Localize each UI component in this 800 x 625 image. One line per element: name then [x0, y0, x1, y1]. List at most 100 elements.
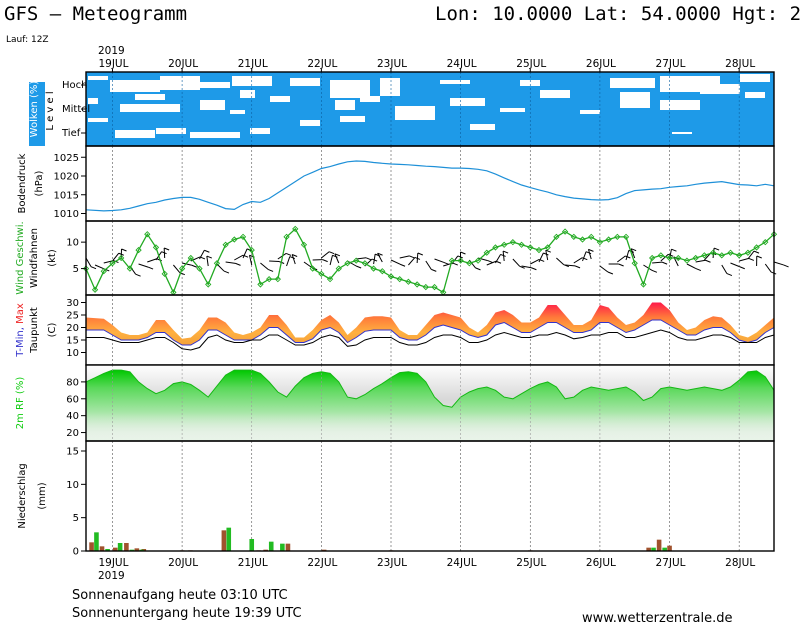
wind-point [205, 281, 212, 288]
y-tick-label: 15 [66, 336, 79, 347]
wind-barb-flag [756, 255, 762, 259]
precip-bar [117, 543, 123, 551]
wind-point [483, 249, 490, 256]
clear-sky-patch [520, 80, 540, 86]
humidity-area [86, 370, 774, 441]
wind-barb-flag [713, 247, 720, 251]
precip-bar [226, 527, 232, 551]
wind-barb-flag [147, 266, 154, 270]
wind-point [413, 281, 421, 288]
y-tick-label: 10 [66, 238, 79, 249]
wind-barb [199, 250, 205, 260]
precip-bar [221, 530, 227, 551]
wind-barb-flag [452, 262, 458, 266]
clear-sky-patch [335, 100, 355, 110]
wind-point [605, 236, 612, 243]
date-tick-label: 21JUL [238, 58, 268, 70]
precipitation-panel: 0 5 10 15 Niederschlag (mm) [17, 440, 775, 558]
wind-point [431, 283, 438, 291]
wind-barb-flag [574, 265, 581, 269]
precip-bar [94, 532, 99, 551]
wind-panel: 5 10 Wind Geschwi. Windfahnen (kt) [15, 220, 789, 296]
clear-sky-patch [115, 130, 155, 138]
wind-barb [773, 261, 784, 266]
wind-barb [291, 254, 296, 265]
wind-barb [234, 254, 244, 261]
clear-sky-patch [470, 124, 495, 130]
wind-barb [425, 260, 432, 270]
wind-point [709, 249, 717, 256]
date-tick-label: 19JUL [98, 557, 128, 569]
wind-point [727, 249, 734, 256]
wind-point [396, 276, 403, 283]
humidity-axis-title: 2m RF (%) [15, 377, 26, 430]
wind-point [753, 244, 760, 251]
wind-barb-flag [291, 254, 298, 257]
wind-barb-flag [502, 250, 509, 254]
wind-point [692, 254, 699, 262]
wind-barb-flag [668, 253, 674, 257]
y-tick-label: 80 [66, 377, 79, 388]
wind-point [118, 254, 125, 262]
tmin-line [86, 319, 775, 346]
clear-sky-patch [110, 80, 160, 92]
wind-point [387, 273, 395, 280]
date-tick-label: 20JUL [168, 58, 198, 70]
clear-sky-patch [380, 78, 400, 96]
wind-barb-flag [322, 259, 328, 263]
wind-point [196, 265, 203, 272]
wind-barb [112, 252, 120, 262]
date-tick-label: 25JUL [516, 58, 546, 70]
wind-barb-flag [543, 252, 549, 256]
wind-barb-flag [206, 255, 213, 259]
precip-bar [89, 542, 94, 551]
clear-sky-patch [500, 108, 525, 112]
wind-barb-flag [135, 273, 141, 277]
wind-point [283, 233, 290, 240]
clear-sky-patch [88, 98, 98, 104]
wind-barb [617, 255, 626, 263]
sunset-text: Sonnenuntergang heute 19:39 UTC [72, 606, 302, 621]
wind-point [535, 246, 543, 254]
dewpoint-line [86, 329, 775, 351]
wind-barb-flag [630, 248, 637, 252]
wind-barb [587, 249, 592, 260]
wind-barb-flag [267, 268, 274, 272]
date-tick-label: 22JUL [307, 58, 337, 70]
level-axis-title: L e v e l [45, 91, 56, 130]
wind-point [614, 233, 621, 240]
date-tick-label: 21JUL [238, 557, 268, 569]
website-link[interactable]: www.wetterzentrale.de [582, 611, 732, 625]
date-tick-label: 27JUL [656, 557, 686, 569]
wind-point [622, 233, 630, 240]
clear-sky-patch [700, 84, 740, 94]
wind-barb-flag [563, 264, 570, 268]
tmin-label: T-Min, [15, 324, 26, 358]
wind-barb-flag [783, 264, 789, 268]
wind-barb [390, 259, 401, 265]
wind-barb [599, 265, 609, 273]
wind-barb-flag [431, 268, 437, 272]
y-tick-label: 20 [66, 323, 79, 334]
wind-point [353, 257, 360, 264]
wind-barb [408, 257, 416, 266]
wind-point [675, 254, 682, 262]
wind-point [344, 260, 351, 267]
precip-bar [124, 543, 129, 551]
clear-sky-patch [330, 80, 370, 98]
wind-barb-flag [460, 251, 466, 255]
wind-barb [530, 259, 540, 265]
wind-barb-flag [289, 256, 295, 260]
clear-sky-patch [300, 120, 320, 126]
wind-barb-flag [334, 253, 341, 257]
wind-barb [502, 251, 505, 262]
year-top: 2019 [98, 45, 125, 57]
wind-barb [764, 263, 772, 273]
wind-barb [269, 260, 280, 263]
wind-barb [334, 253, 340, 264]
clear-sky-patch [440, 80, 470, 84]
wind-point [527, 244, 534, 251]
wind-point [379, 268, 386, 275]
wind-barb-flag [695, 268, 702, 272]
